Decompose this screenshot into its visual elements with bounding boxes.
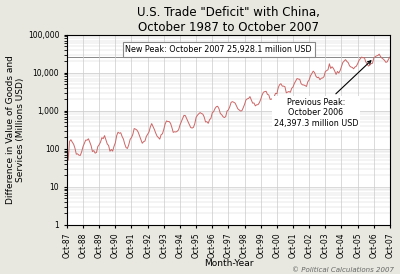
Text: New Peak: October 2007 25,928.1 million USD: New Peak: October 2007 25,928.1 million … bbox=[126, 45, 312, 54]
X-axis label: Month-Year: Month-Year bbox=[204, 259, 253, 269]
Title: U.S. Trade "Deficit" with China,
October 1987 to October 2007: U.S. Trade "Deficit" with China, October… bbox=[137, 5, 320, 33]
Y-axis label: Difference in Value of Goods and
Services (Millions USD): Difference in Value of Goods and Service… bbox=[6, 55, 25, 204]
Text: Previous Peak:
October 2006
24,397.3 million USD: Previous Peak: October 2006 24,397.3 mil… bbox=[274, 61, 371, 127]
Text: © Political Calculations 2007: © Political Calculations 2007 bbox=[292, 267, 394, 273]
